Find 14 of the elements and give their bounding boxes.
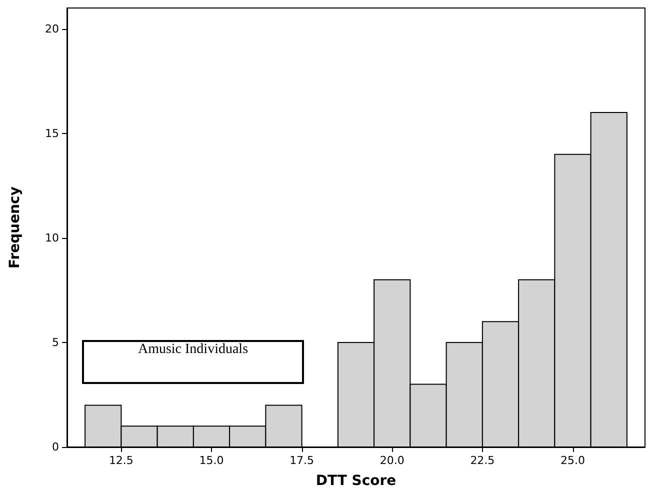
y-axis-title: Frequency bbox=[7, 186, 23, 268]
x-tick-label: 20.0 bbox=[380, 454, 404, 467]
x-tick-label: 25.0 bbox=[560, 454, 585, 467]
x-tick-label: 15.0 bbox=[199, 454, 224, 467]
y-tick-label: 15 bbox=[45, 126, 59, 140]
y-tick-label: 20 bbox=[45, 22, 59, 36]
annotation: Amusic Individuals bbox=[82, 340, 304, 384]
x-tick-label: 22.5 bbox=[470, 454, 495, 467]
x-tick-label: 12.5 bbox=[108, 454, 134, 467]
y-tick-label: 10 bbox=[45, 231, 59, 244]
x-tick-label: 17.5 bbox=[290, 454, 314, 467]
x-axis-title: DTT Score bbox=[316, 473, 396, 489]
y-tick-label: 0 bbox=[52, 440, 59, 454]
y-tick-label: 5 bbox=[52, 336, 59, 349]
